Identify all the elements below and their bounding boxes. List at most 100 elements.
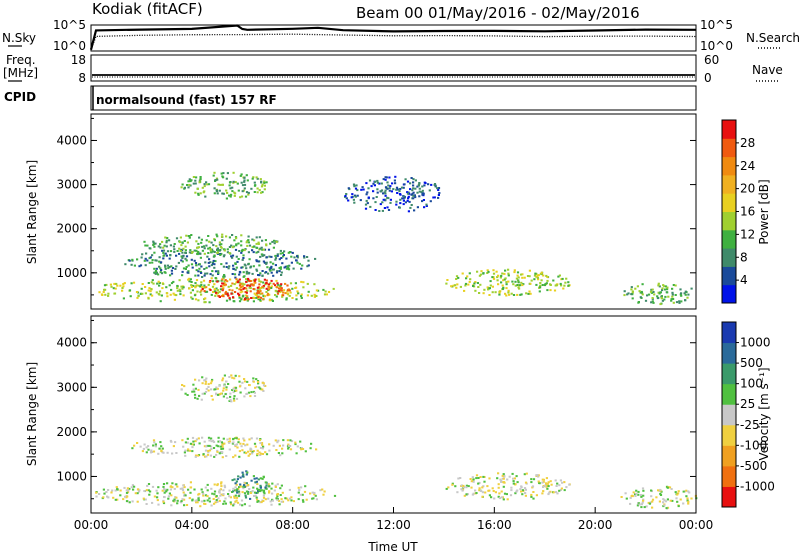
data-cell (231, 273, 234, 275)
data-cell (205, 455, 208, 458)
data-cell (215, 177, 218, 180)
data-cell (497, 283, 500, 286)
data-cell (530, 493, 533, 496)
data-cell (243, 395, 246, 398)
data-cell (265, 279, 268, 282)
data-cell (235, 489, 238, 492)
data-cell (256, 177, 259, 180)
data-cell (228, 297, 231, 300)
data-cell (507, 274, 510, 277)
data-cell (252, 380, 255, 383)
data-cell (461, 272, 464, 275)
data-cell (274, 484, 277, 487)
data-cell (180, 388, 183, 391)
data-cell (427, 183, 430, 186)
data-cell (500, 481, 503, 483)
data-cell (515, 490, 518, 493)
data-cell (483, 480, 486, 483)
data-cell (215, 453, 218, 456)
data-cell (502, 473, 505, 476)
data-cell (276, 282, 279, 285)
data-cell (119, 284, 122, 287)
data-cell (190, 281, 193, 283)
data-cell (178, 288, 181, 291)
data-cell (114, 498, 117, 501)
data-cell (472, 480, 475, 483)
data-cell (255, 269, 259, 272)
data-cell (412, 181, 415, 184)
data-cell (257, 274, 260, 276)
data-cell (221, 447, 225, 450)
data-cell (625, 497, 628, 500)
data-cell (502, 477, 505, 480)
data-cell (277, 439, 280, 442)
data-cell (114, 489, 117, 492)
data-cell (291, 297, 294, 299)
data-cell (263, 248, 267, 251)
data-cell (651, 500, 654, 503)
data-cell (254, 281, 257, 284)
data-cell (407, 210, 410, 213)
data-cell (148, 287, 151, 290)
data-cell (542, 480, 545, 483)
data-cell (243, 485, 246, 488)
data-cell (446, 279, 449, 281)
data-cell (234, 268, 237, 271)
data-cell (290, 440, 294, 443)
data-cell (245, 241, 248, 244)
data-cell (193, 294, 197, 297)
data-cell (478, 292, 481, 294)
data-cell (240, 244, 243, 247)
data-cell (531, 485, 535, 488)
data-cell (158, 447, 161, 450)
data-cell (261, 239, 264, 242)
data-cell (220, 493, 223, 496)
data-cell (171, 486, 174, 489)
data-cell (165, 239, 168, 242)
data-cell (540, 271, 543, 274)
data-cell (232, 391, 235, 394)
data-cell (269, 269, 272, 272)
data-cell (203, 274, 206, 277)
data-cell (232, 487, 235, 490)
data-cell (539, 282, 542, 284)
data-cell (631, 291, 634, 294)
data-cell (302, 281, 305, 284)
data-cell (437, 194, 440, 196)
data-cell (547, 493, 550, 496)
data-cell (666, 286, 669, 289)
data-cell (498, 492, 501, 495)
data-cell (261, 285, 264, 288)
data-cell (487, 270, 490, 273)
data-cell (240, 195, 244, 198)
data-cell (520, 293, 523, 296)
data-cell (190, 285, 193, 288)
data-cell (250, 297, 253, 299)
data-cell (125, 500, 129, 503)
data-cell (194, 262, 198, 264)
data-cell (416, 206, 419, 209)
data-cell (300, 295, 303, 298)
data-cell (155, 291, 158, 294)
data-cell (652, 301, 655, 304)
data-cell (472, 478, 475, 481)
data-cell (225, 388, 228, 391)
data-cell (143, 443, 146, 446)
data-cell (228, 265, 231, 268)
data-cell (144, 292, 147, 295)
data-cell (225, 386, 228, 389)
data-cell (494, 491, 497, 494)
data-cell (174, 441, 177, 444)
data-cell (406, 180, 410, 183)
data-cell (447, 486, 450, 489)
data-cell (201, 382, 204, 385)
data-cell (244, 298, 247, 301)
data-cell (268, 443, 271, 446)
data-cell (202, 492, 205, 495)
data-cell (263, 180, 266, 183)
data-cell (365, 182, 368, 185)
data-cell (474, 489, 477, 492)
data-cell (257, 250, 260, 253)
data-cell (115, 486, 118, 489)
